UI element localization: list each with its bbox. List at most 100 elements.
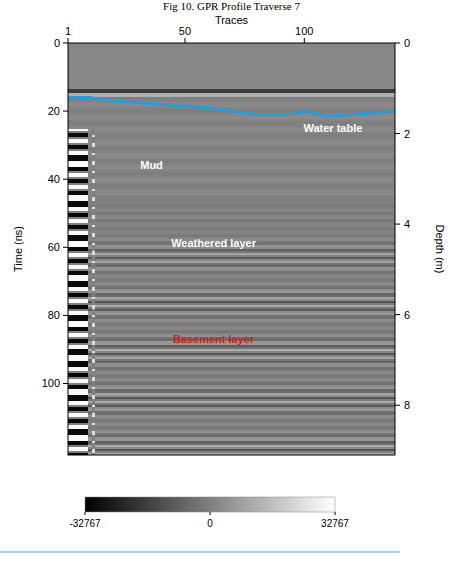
texture-strip bbox=[92, 249, 95, 251]
texture-band bbox=[68, 73, 395, 75]
texture-strip bbox=[92, 291, 95, 293]
texture-strip bbox=[92, 273, 95, 275]
texture-band bbox=[68, 345, 395, 347]
texture-band bbox=[68, 251, 395, 253]
texture-band bbox=[68, 193, 395, 195]
texture-band bbox=[68, 407, 395, 409]
annotation: Water table bbox=[303, 122, 362, 134]
texture-strip bbox=[68, 347, 88, 349]
texture-strip bbox=[68, 149, 88, 151]
texture-strip bbox=[68, 185, 88, 187]
texture-band bbox=[68, 365, 395, 367]
colorbar bbox=[85, 497, 335, 512]
texture-band bbox=[68, 159, 395, 161]
texture-strip bbox=[68, 181, 88, 183]
texture-band bbox=[68, 405, 395, 407]
texture-band bbox=[68, 367, 395, 369]
x-axis-title: Traces bbox=[215, 14, 249, 26]
texture-strip bbox=[92, 403, 95, 405]
texture-strip bbox=[68, 381, 88, 383]
texture-strip bbox=[68, 351, 88, 353]
texture-band bbox=[68, 257, 395, 259]
texture-strip bbox=[68, 317, 88, 319]
texture-band bbox=[68, 327, 395, 329]
texture-strip bbox=[68, 367, 88, 369]
texture-strip bbox=[68, 133, 88, 135]
texture-strip bbox=[92, 215, 95, 217]
texture-band bbox=[68, 69, 395, 71]
texture-strip bbox=[92, 251, 95, 253]
texture-strip bbox=[92, 405, 95, 407]
texture-band bbox=[68, 389, 395, 391]
texture-strip bbox=[92, 285, 95, 287]
texture-strip bbox=[68, 427, 88, 429]
texture-band bbox=[68, 221, 395, 223]
texture-strip bbox=[92, 391, 95, 393]
texture-strip bbox=[92, 281, 95, 283]
texture-strip bbox=[92, 427, 95, 429]
texture-band bbox=[68, 201, 395, 203]
texture-band bbox=[68, 269, 395, 271]
texture-strip bbox=[92, 379, 95, 381]
texture-band bbox=[68, 373, 395, 375]
texture-strip bbox=[92, 203, 95, 205]
texture-strip bbox=[68, 411, 88, 413]
texture-strip bbox=[68, 241, 88, 243]
texture-band bbox=[68, 227, 395, 229]
texture-strip bbox=[68, 359, 88, 361]
texture-band bbox=[68, 307, 395, 309]
texture-strip bbox=[92, 179, 95, 181]
texture-strip bbox=[92, 277, 95, 279]
texture-strip bbox=[68, 309, 88, 311]
texture-strip bbox=[92, 175, 95, 177]
texture-strip bbox=[92, 331, 95, 333]
texture-band bbox=[68, 155, 395, 157]
texture-strip bbox=[68, 441, 88, 443]
texture-strip bbox=[92, 269, 95, 271]
texture-band bbox=[68, 359, 395, 361]
texture-strip bbox=[68, 291, 88, 293]
texture-strip bbox=[92, 255, 95, 257]
texture-band bbox=[68, 351, 395, 353]
texture-strip bbox=[92, 421, 95, 423]
texture-strip bbox=[68, 375, 88, 377]
texture-strip bbox=[92, 387, 95, 389]
texture-strip bbox=[68, 293, 88, 295]
texture-strip bbox=[68, 141, 88, 143]
texture-band bbox=[68, 303, 395, 305]
texture-strip bbox=[92, 145, 95, 147]
texture-strip bbox=[92, 343, 95, 345]
colorbar-tick-label: 0 bbox=[207, 518, 213, 529]
texture-strip bbox=[68, 207, 88, 209]
texture-strip bbox=[68, 373, 88, 375]
annotation: Mud bbox=[140, 159, 163, 171]
texture-strip bbox=[92, 441, 95, 443]
texture-band bbox=[68, 61, 395, 63]
texture-strip bbox=[92, 351, 95, 353]
texture-strip bbox=[92, 227, 95, 229]
texture-strip bbox=[92, 445, 95, 447]
texture-strip bbox=[68, 147, 88, 149]
texture-strip bbox=[68, 341, 88, 343]
texture-strip bbox=[68, 451, 88, 453]
y-tick bbox=[63, 179, 68, 180]
texture-strip bbox=[92, 233, 95, 235]
texture-band bbox=[68, 217, 395, 219]
texture-strip bbox=[68, 153, 88, 155]
texture-strip bbox=[92, 329, 95, 331]
texture-strip bbox=[68, 327, 88, 329]
texture-band bbox=[68, 45, 395, 47]
texture-band bbox=[68, 353, 395, 355]
texture-band bbox=[68, 311, 395, 313]
texture-strip bbox=[68, 213, 88, 215]
texture-strip bbox=[92, 267, 95, 269]
texture-strip bbox=[68, 159, 88, 161]
texture-strip bbox=[92, 193, 95, 195]
texture-strip bbox=[92, 439, 95, 441]
texture-band bbox=[68, 423, 395, 425]
plot-background bbox=[68, 43, 395, 455]
texture-strip bbox=[92, 143, 95, 145]
texture-strip bbox=[92, 287, 95, 289]
texture-strip bbox=[68, 229, 88, 231]
texture-band bbox=[68, 143, 395, 145]
